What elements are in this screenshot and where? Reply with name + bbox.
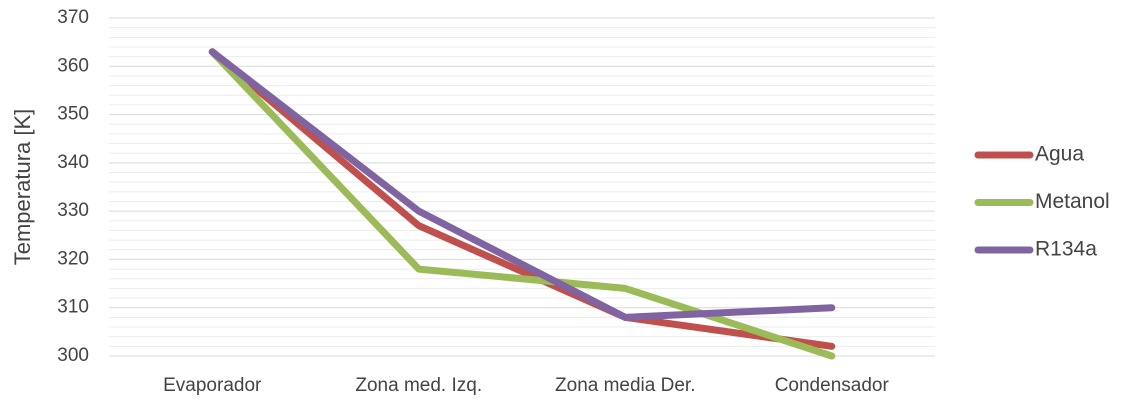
series-line	[208, 48, 836, 321]
legend-label: Metanol	[1035, 190, 1110, 213]
y-tick-label: 320	[57, 248, 89, 269]
y-tick-label: 340	[57, 152, 89, 173]
y-tick-label: 370	[57, 7, 89, 28]
x-tick-label: Evaporador	[163, 375, 262, 396]
y-axis-label: Temperatura [K]	[10, 109, 35, 266]
y-tick-label: 360	[57, 55, 89, 76]
legend-label: R134a	[1035, 238, 1097, 261]
y-tick-label: 310	[57, 297, 89, 318]
y-tick-label: 350	[57, 104, 89, 125]
x-tick-label: Zona med. Izq.	[355, 375, 482, 396]
x-tick-label: Zona media Der.	[555, 375, 695, 396]
series-line	[208, 48, 836, 360]
series-line	[208, 48, 836, 350]
y-tick-label: 330	[57, 200, 89, 221]
legend-label: Agua	[1035, 143, 1084, 166]
x-tick-label: Condensador	[775, 375, 890, 396]
y-tick-label: 300	[57, 345, 89, 366]
